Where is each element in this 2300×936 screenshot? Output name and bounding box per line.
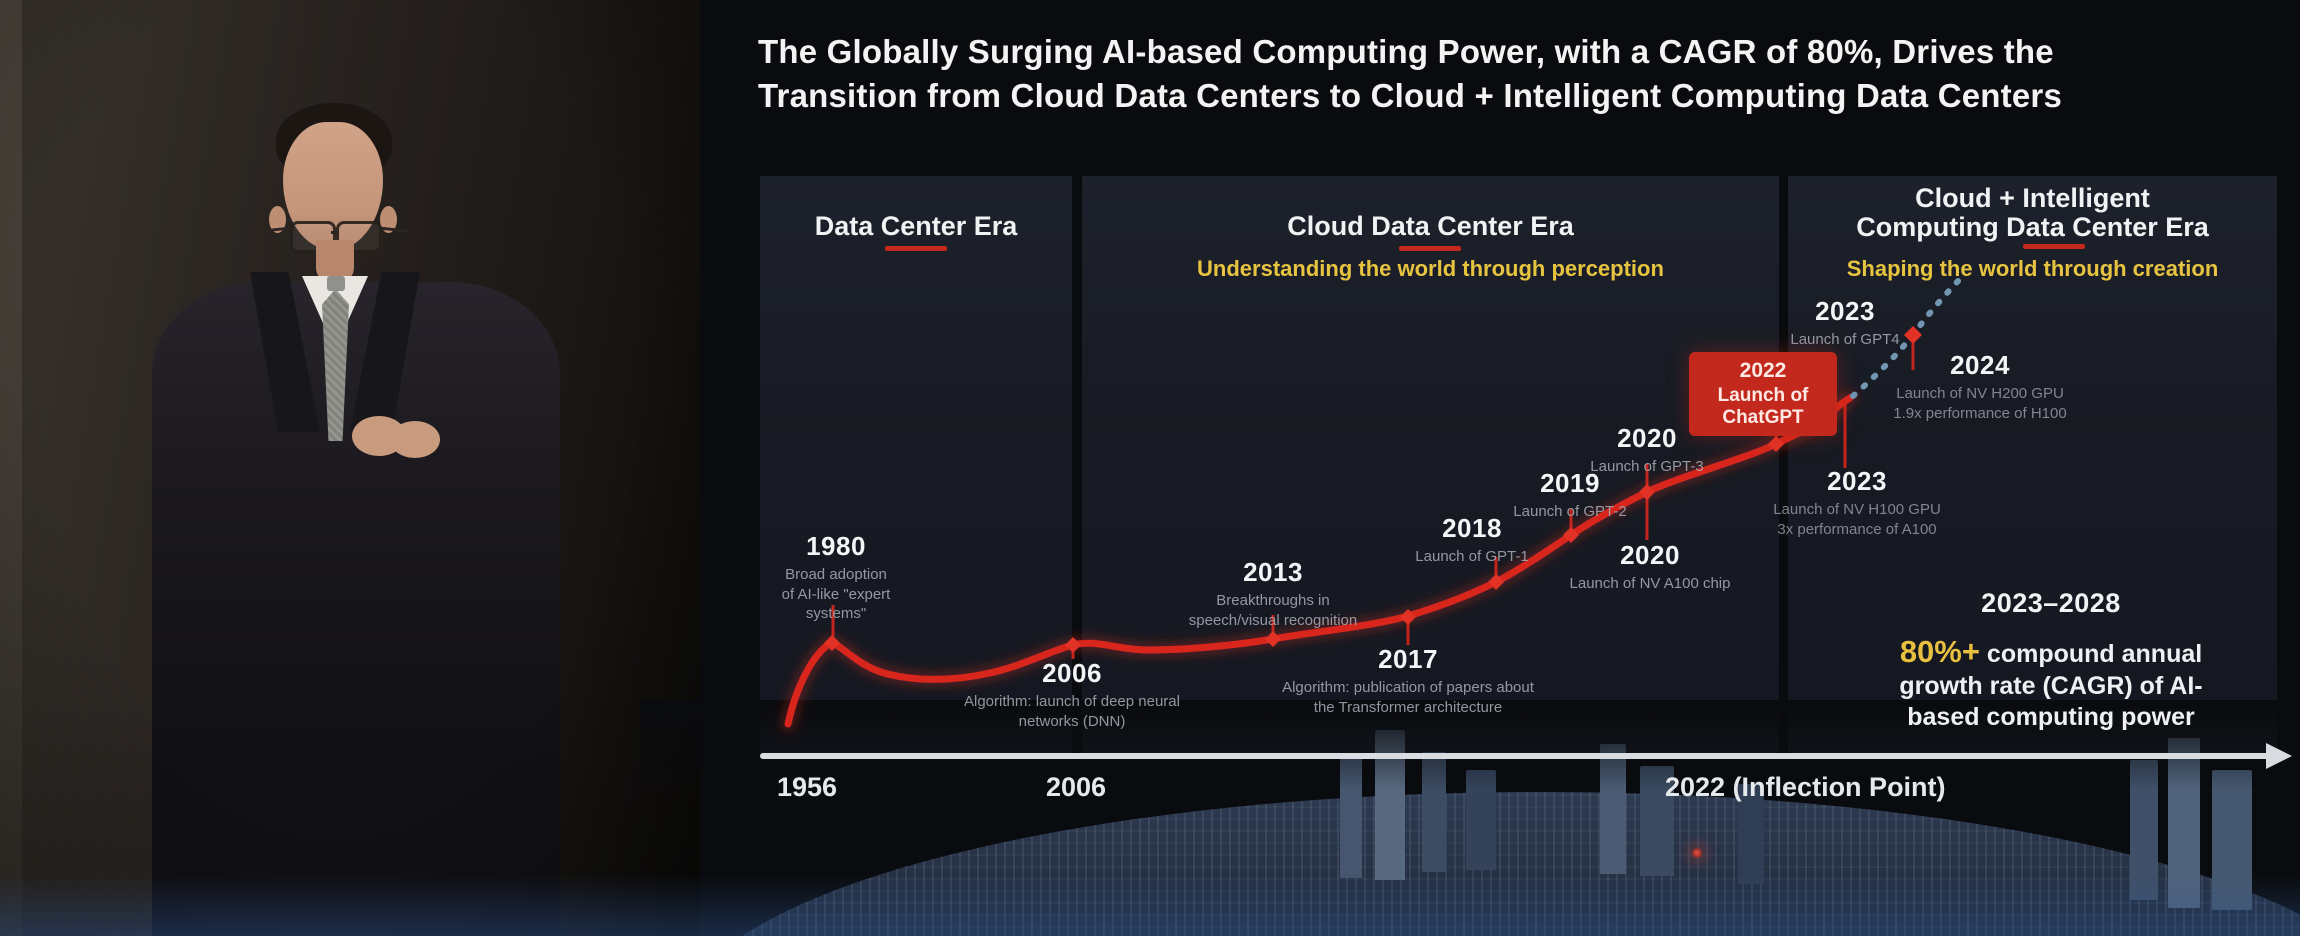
city-skyline-image bbox=[640, 700, 2300, 936]
era-panel-cloud-intelligent bbox=[1788, 176, 2277, 756]
era-subtitle-cloud-intelligent: Shaping the world through creation bbox=[1846, 256, 2219, 281]
milestone-desc: Algorithm: publication of papers about t… bbox=[1282, 679, 1534, 716]
callout-label: Launch of ChatGPT bbox=[1717, 385, 1809, 428]
callout-year: 2022 bbox=[1739, 359, 1787, 382]
milestone-2023-gpt4: 2023 Launch of GPT4 bbox=[1725, 296, 1965, 350]
milestone-desc: Launch of GPT-2 bbox=[1513, 503, 1627, 520]
milestone-desc: Breakthroughs in speech/visual recogniti… bbox=[1188, 592, 1358, 629]
milestone-2006: 2006 Algorithm: launch of deep neural ne… bbox=[902, 658, 1242, 731]
bottom-blue-glow bbox=[0, 874, 2300, 936]
milestone-year: 2024 bbox=[1950, 350, 2010, 380]
cagr-sentence: compound annual growth rate (CAGR) of AI… bbox=[1899, 640, 2203, 732]
era-underline-3 bbox=[2023, 244, 2085, 249]
milestone-year: 2018 bbox=[1442, 513, 1502, 543]
milestone-2020-gpt3: 2020 Launch of GPT-3 bbox=[1537, 423, 1757, 477]
era-underline-2 bbox=[1399, 246, 1461, 251]
milestone-2023-h100: 2023 Launch of NV H100 GPU 3x performanc… bbox=[1707, 466, 2007, 539]
city-red-light bbox=[1692, 848, 1702, 858]
milestone-desc: Launch of NV A100 chip bbox=[1569, 575, 1731, 592]
chatgpt-launch-callout: 2022 Launch of ChatGPT bbox=[1689, 352, 1837, 436]
era-underline-1 bbox=[885, 246, 947, 251]
city-building bbox=[1738, 784, 1764, 884]
milestone-year: 2006 bbox=[1042, 658, 1102, 688]
milestone-year: 2019 bbox=[1540, 468, 1600, 498]
milestone-desc: Launch of GPT4 bbox=[1790, 331, 1900, 348]
milestone-year: 2020 bbox=[1620, 540, 1680, 570]
vignette-shading bbox=[0, 0, 700, 936]
slide-title: The Globally Surging AI-based Computing … bbox=[758, 33, 2062, 114]
timeline-axis-arrowhead bbox=[2266, 743, 2292, 769]
era-subtitle-cloud: Understanding the world through percepti… bbox=[1197, 256, 1664, 281]
milestone-desc: Launch of GPT-3 bbox=[1590, 458, 1704, 475]
milestone-2017: 2017 Algorithm: publication of papers ab… bbox=[1198, 644, 1618, 717]
timeline-axis bbox=[760, 753, 2272, 759]
glasses-bridge bbox=[331, 231, 338, 234]
presenter-suit bbox=[152, 282, 560, 936]
milestone-2020-a100: 2020 Launch of NV A100 chip bbox=[1510, 540, 1790, 594]
growth-curve-historical bbox=[784, 394, 1854, 728]
cagr-text: 80%+ compound annual growth rate (CAGR) … bbox=[1865, 633, 2237, 733]
milestone-2024: 2024 Launch of NV H200 GPU 1.9x performa… bbox=[1820, 350, 2140, 423]
presenter-ear-right bbox=[380, 206, 397, 233]
milestone-2013: 2013 Breakthroughs in speech/visual reco… bbox=[1133, 557, 1413, 630]
milestone-desc: Launch of NV H100 GPU 3x performance of … bbox=[1773, 501, 1941, 538]
axis-tick-2022: 2022 (Inflection Point) bbox=[1665, 772, 1946, 802]
presenter-ear-left bbox=[269, 206, 286, 233]
milestone-desc: Launch of NV H200 GPU 1.9x performance o… bbox=[1893, 385, 2067, 422]
milestone-2018: 2018 Launch of GPT-1 bbox=[1362, 513, 1582, 567]
milestone-year: 1980 bbox=[806, 531, 866, 561]
milestone-1980: 1980 Broad adoption of AI-like "expert s… bbox=[746, 531, 926, 624]
milestone-year: 2013 bbox=[1243, 557, 1303, 587]
growth-curve-projection bbox=[1850, 277, 1962, 399]
milestone-year: 2017 bbox=[1378, 644, 1438, 674]
milestone-year: 2020 bbox=[1617, 423, 1677, 453]
era-panel-cloud bbox=[1082, 176, 1779, 756]
city-building bbox=[2212, 770, 2252, 910]
cagr-projection-block: 2023–2028 80%+ compound annual growth ra… bbox=[1865, 588, 2237, 733]
milestone-year: 2023 bbox=[1815, 296, 1875, 326]
presenter-area bbox=[0, 0, 700, 936]
presenter-tie-knot bbox=[327, 276, 345, 291]
era-title-cloud-intelligent: Cloud + Intelligent Computing Data Cente… bbox=[1856, 183, 2209, 242]
city-top-fade bbox=[640, 700, 2300, 790]
milestone-desc: Broad adoption of AI-like "expert system… bbox=[781, 566, 891, 622]
axis-tick-1956: 1956 bbox=[777, 772, 838, 802]
era-title-data-center: Data Center Era bbox=[814, 211, 1018, 241]
presenter-neck bbox=[316, 240, 354, 282]
milestone-2019: 2019 Launch of GPT-2 bbox=[1460, 468, 1680, 522]
milestone-year: 2023 bbox=[1827, 466, 1887, 496]
cagr-range: 2023–2028 bbox=[1981, 588, 2121, 618]
era-title-cloud: Cloud Data Center Era bbox=[1287, 211, 1574, 241]
presenter-hand-right bbox=[390, 421, 440, 458]
cagr-highlight: 80%+ bbox=[1899, 634, 1980, 669]
milestone-desc: Algorithm: launch of deep neural network… bbox=[964, 693, 1180, 730]
background-light-strip bbox=[0, 0, 22, 936]
axis-tick-2006: 2006 bbox=[1046, 772, 1107, 802]
milestone-desc: Launch of GPT-1 bbox=[1415, 548, 1529, 565]
